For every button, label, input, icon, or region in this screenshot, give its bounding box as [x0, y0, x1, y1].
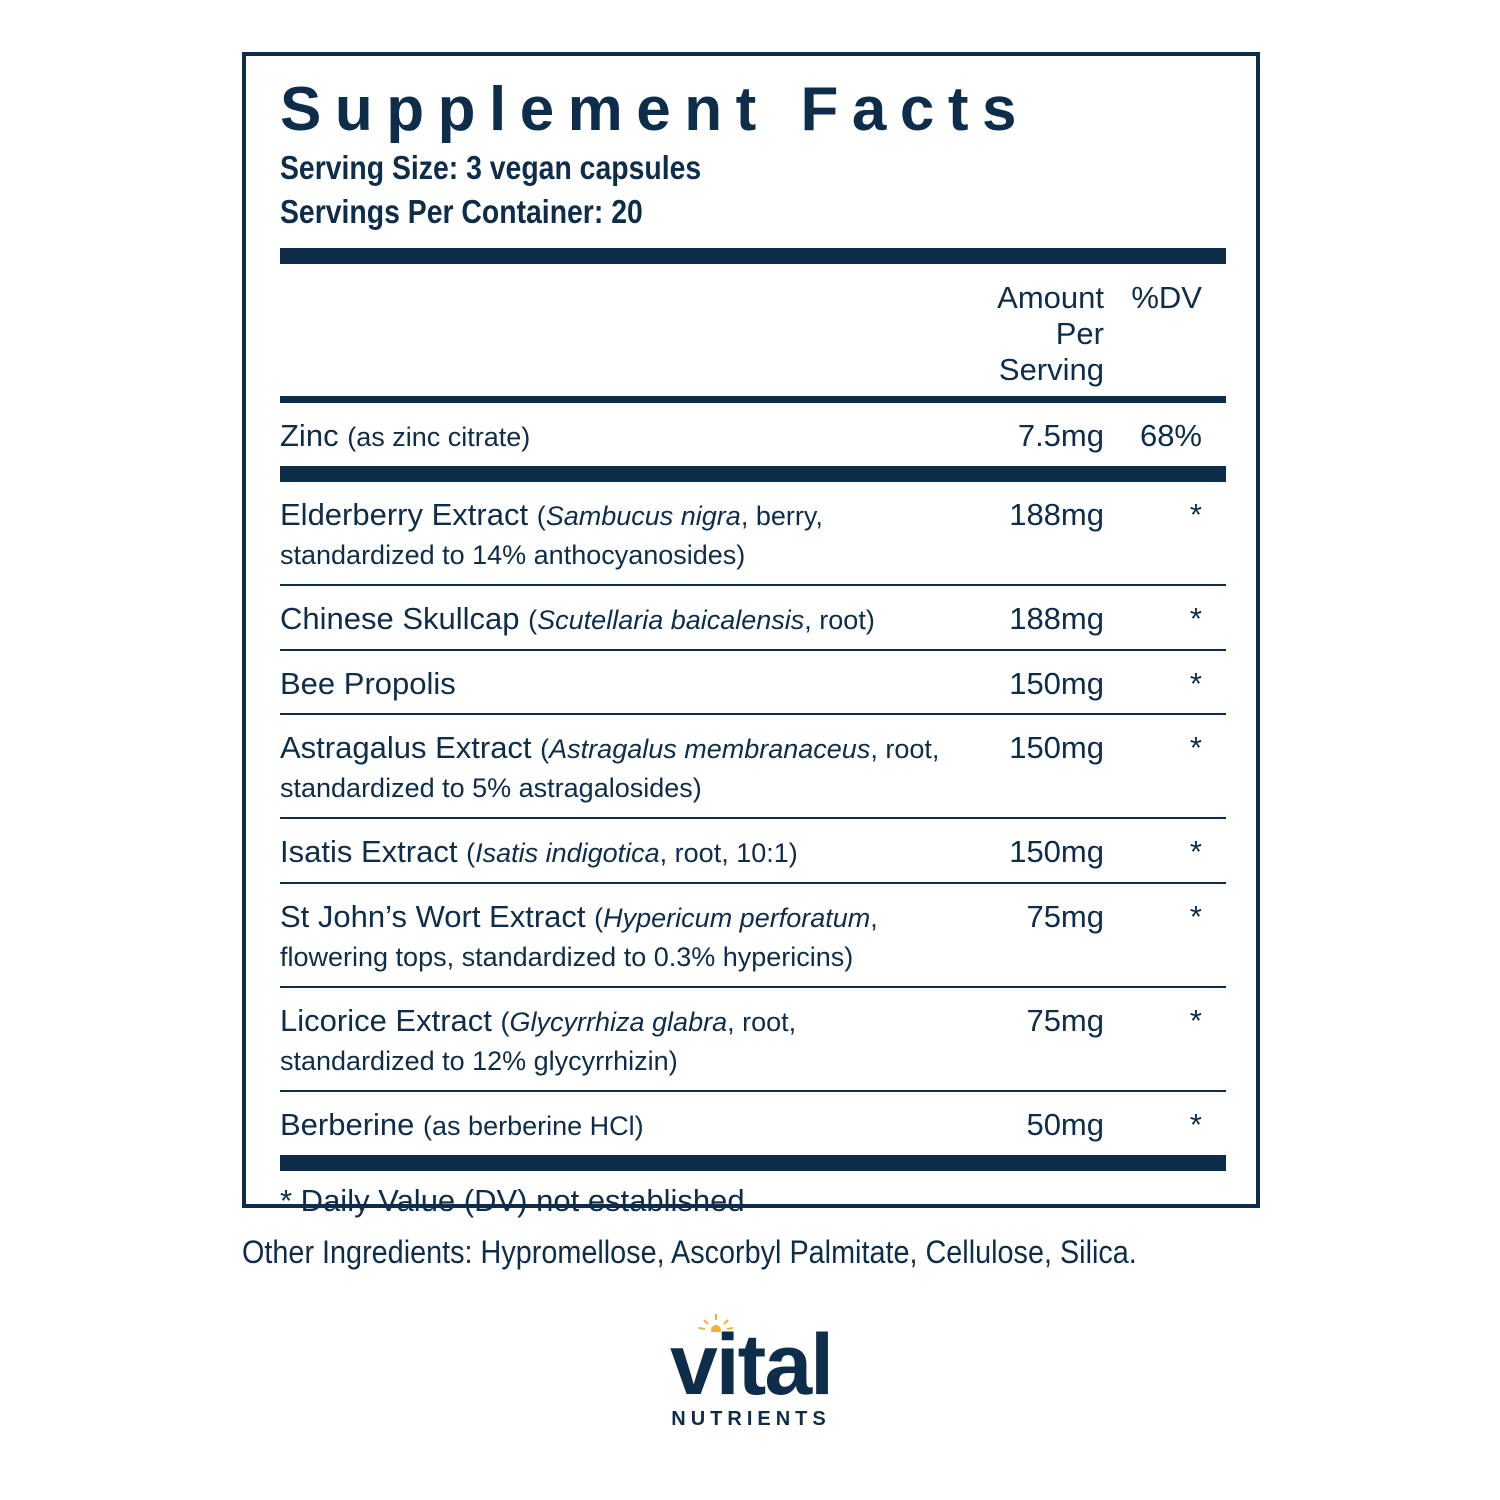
ingredient-detail: , root, 10:1): [659, 838, 798, 868]
title: Supplement Facts: [280, 75, 1030, 144]
ingredient-detail: (as berberine HCl): [423, 1111, 644, 1141]
ingredient-detail: , root): [804, 605, 875, 635]
ingredient-name: Berberine: [280, 1107, 415, 1142]
amount: 75mg: [1026, 899, 1104, 934]
amount: 75mg: [1026, 1003, 1104, 1038]
footnote: * Daily Value (DV) not established: [280, 1183, 745, 1218]
ingredient-name: Licorice Extract: [280, 1003, 492, 1038]
dv-header: %DV: [1131, 280, 1202, 315]
ingredient-row: St John’s Wort Extract (Hypericum perfor…: [280, 884, 1226, 988]
ingredient-detail: Scutellaria baicalensis: [537, 605, 805, 635]
ingredient-row: Chinese Skullcap (Scutellaria baicalensi…: [280, 586, 1226, 651]
ingredient-cell: Elderberry Extract (Sambucus nigra, berr…: [280, 496, 954, 574]
daily-value: *: [1189, 497, 1202, 532]
brand-name: vital: [669, 1317, 834, 1413]
daily-value: *: [1189, 1107, 1202, 1142]
daily-value: *: [1189, 1003, 1202, 1038]
ingredient-rows: Zinc (as zinc citrate) 7.5mg 68% Elderberry…: [280, 403, 1226, 1155]
ingredient-name: St John’s Wort Extract: [280, 899, 586, 934]
amount: 7.5mg: [1017, 418, 1104, 453]
amount-header: Amount Per Serving: [997, 280, 1104, 387]
ingredient-detail: (: [500, 1007, 510, 1037]
servings-per-container: Servings Per Container: 20: [280, 193, 643, 230]
amount: 150mg: [1009, 730, 1104, 765]
other-ingredients: Other Ingredients: Hypromellose, Ascorby…: [242, 1234, 1137, 1270]
ingredient-detail: , root, standardized to 12% glycyrrhizin…: [280, 1007, 797, 1076]
ingredient-row: Zinc (as zinc citrate) 7.5mg 68%: [280, 403, 1226, 482]
ingredient-cell: Licorice Extract (Glycyrrhiza glabra, ro…: [280, 1002, 954, 1080]
amount: 50mg: [1026, 1107, 1104, 1142]
ingredient-name: Chinese Skullcap: [280, 601, 520, 636]
serving-size: Serving Size: 3 vegan capsules: [280, 149, 702, 186]
ingredient-row: Elderberry Extract (Sambucus nigra, berr…: [280, 482, 1226, 586]
amount: 188mg: [1009, 601, 1104, 636]
ingredient-name: Zinc: [280, 418, 339, 453]
ingredient-cell: Chinese Skullcap (Scutellaria baicalensi…: [280, 600, 954, 639]
ingredient-detail: Astragalus membranaceus: [549, 734, 871, 764]
daily-value: *: [1189, 666, 1202, 701]
daily-value: *: [1189, 601, 1202, 636]
ingredient-row: Isatis Extract (Isatis indigotica, root,…: [280, 819, 1226, 884]
ingredient-row: Astragalus Extract (Astragalus membranac…: [280, 715, 1226, 819]
ingredient-detail: (: [594, 903, 604, 933]
sun-icon: [698, 1314, 734, 1332]
ingredient-cell: Astragalus Extract (Astragalus membranac…: [280, 729, 954, 807]
ingredient-cell: Zinc (as zinc citrate): [280, 417, 954, 456]
ingredient-name: Isatis Extract: [280, 834, 458, 869]
ingredient-cell: Berberine (as berberine HCl): [280, 1106, 954, 1145]
ingredient-detail: (: [540, 734, 550, 764]
amount: 150mg: [1009, 666, 1104, 701]
brand-tagline: NUTRIENTS: [671, 1408, 831, 1430]
ingredient-cell: Bee Propolis: [280, 665, 954, 703]
brand-logo: vital NUTRIENTS: [640, 1314, 862, 1431]
divider: [280, 1155, 1226, 1171]
ingredient-detail: Sambucus nigra: [545, 501, 741, 531]
ingredient-name: Bee Propolis: [280, 666, 456, 701]
ingredient-detail: (: [528, 605, 538, 635]
daily-value: *: [1189, 899, 1202, 934]
ingredient-name: Elderberry Extract: [280, 497, 529, 532]
panel-inner: Supplement Facts Serving Size: 3 vegan c…: [280, 56, 1226, 1219]
ingredient-detail: Hypericum perforatum: [603, 903, 871, 933]
ingredient-name: Astragalus Extract: [280, 730, 532, 765]
amount: 188mg: [1009, 497, 1104, 532]
ingredient-cell: St John’s Wort Extract (Hypericum perfor…: [280, 898, 954, 976]
daily-value: *: [1189, 730, 1202, 765]
ingredient-detail: (: [536, 501, 546, 531]
ingredient-detail: (: [466, 838, 476, 868]
daily-value: *: [1189, 834, 1202, 869]
ingredient-row: Licorice Extract (Glycyrrhiza glabra, ro…: [280, 988, 1226, 1092]
ingredient-detail: (as zinc citrate): [347, 422, 531, 452]
daily-value: 68%: [1139, 418, 1202, 453]
divider: [280, 396, 1226, 403]
divider: [280, 248, 1226, 264]
ingredient-detail: , flowering tops, standardized to 0.3% h…: [280, 903, 878, 972]
amount: 150mg: [1009, 834, 1104, 869]
ingredient-detail: Glycyrrhiza glabra: [509, 1007, 728, 1037]
ingredient-detail: , berry, standardized to 14% anthocyanos…: [280, 501, 823, 570]
column-header: Amount Per Serving %DV: [280, 264, 1226, 396]
ingredient-detail: Isatis indigotica: [475, 838, 660, 868]
supplement-facts-panel: Supplement Facts Serving Size: 3 vegan c…: [242, 52, 1260, 1218]
ingredient-row: Berberine (as berberine HCl) 50mg *: [280, 1092, 1226, 1155]
ingredient-cell: Isatis Extract (Isatis indigotica, root,…: [280, 833, 954, 872]
ingredient-detail: , root, standardized to 5% astragaloside…: [280, 734, 940, 803]
ingredient-row: Bee Propolis 150mg *: [280, 651, 1226, 715]
